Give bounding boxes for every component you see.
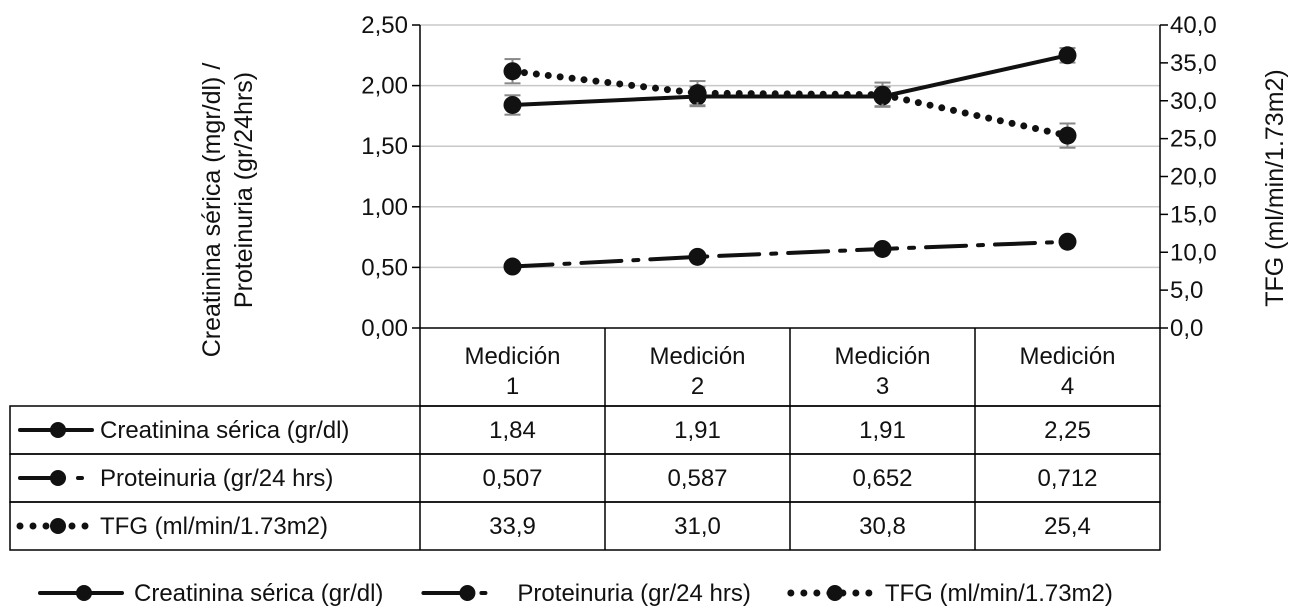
table-cell-value: 0,712	[1037, 465, 1097, 492]
y-axis-left-title-line1: Creatinina sérica (mgr/dl) /	[198, 63, 226, 358]
table-series-name: TFG (ml/min/1.73m2)	[100, 513, 328, 540]
category-label: 4	[1061, 373, 1074, 400]
table-cell-value: 30,8	[859, 513, 906, 540]
data-point	[688, 84, 707, 103]
table-cell-value: 0,652	[852, 465, 912, 492]
legend-marker	[76, 585, 92, 601]
y-tick-label-left: 2,00	[361, 73, 408, 100]
y-tick-label-right: 40,0	[1170, 12, 1217, 39]
table-cell-value: 31,0	[674, 513, 721, 540]
data-point	[1058, 46, 1077, 65]
series-line-2	[510, 239, 1070, 269]
axis-layer: 0,00 0,50 1,00 1,50 2,00 2,50 0,0 5,0 10,0 15,0 20…	[361, 12, 1216, 342]
data-point	[503, 257, 522, 276]
data-point	[873, 85, 892, 104]
y-tick-label-left: 0,50	[361, 254, 408, 281]
y-tick-label-right: 35,0	[1170, 50, 1217, 77]
category-label: 2	[691, 373, 704, 400]
table-cell-value: 33,9	[489, 513, 536, 540]
legend-marker	[459, 585, 476, 601]
table-cell-value: 1,91	[859, 417, 906, 444]
data-point	[1058, 232, 1077, 251]
y-tick-label-right: 25,0	[1170, 126, 1217, 153]
table-cell-value: 1,91	[674, 417, 721, 444]
table-cell-value: 1,84	[489, 417, 536, 444]
series-line-3	[509, 67, 1071, 140]
table-row	[9, 501, 1161, 551]
series-layer	[503, 46, 1077, 276]
table-series-marker	[50, 422, 66, 438]
table-cell-value: 0,587	[667, 465, 727, 492]
data-point	[873, 239, 892, 258]
legend-label: Proteinuria (gr/24 hrs)	[517, 580, 750, 607]
data-table: Medición 1 Medición 2 Medición 3 Medición 4 Crea…	[9, 327, 1161, 551]
category-label: Medición	[649, 343, 745, 370]
y-tick-label-right: 20,0	[1170, 164, 1217, 191]
data-point	[688, 247, 707, 266]
y-tick-label-right: 30,0	[1170, 88, 1217, 115]
y-tick-label-right: 5,0	[1170, 277, 1203, 304]
y-axis-left-title-line2: Proteinuria (gr/24hrs)	[230, 72, 258, 308]
legend-marker	[826, 585, 843, 601]
series-line-1	[510, 53, 1070, 107]
table-cell-value: 2,25	[1044, 417, 1091, 444]
category-label: 1	[506, 373, 519, 400]
table-series-name: Proteinuria (gr/24 hrs)	[100, 465, 333, 492]
category-label: Medición	[1019, 343, 1115, 370]
category-label: 3	[876, 373, 889, 400]
y-tick-label-left: 2,50	[361, 12, 408, 39]
data-point	[503, 62, 522, 81]
data-point	[503, 95, 522, 114]
y-tick-label-left: 1,50	[361, 133, 408, 160]
category-label: Medición	[464, 343, 560, 370]
table-series-marker	[50, 470, 66, 486]
legend-label: Creatinina sérica (gr/dl)	[134, 580, 383, 607]
category-label: Medición	[834, 343, 930, 370]
legend-label: TFG (ml/min/1.73m2)	[885, 580, 1113, 607]
table-cell-value: 0,507	[482, 465, 542, 492]
data-point	[1058, 126, 1077, 145]
legend: Creatinina sérica (gr/dl) Proteinuria (gr…	[38, 580, 1113, 607]
y-axis-right-title: TFG (ml/min/1.73m2)	[1261, 69, 1289, 307]
y-tick-label-right: 10,0	[1170, 239, 1217, 266]
table-series-marker	[50, 518, 66, 534]
y-tick-label-left: 0,00	[361, 315, 408, 342]
table-series-name: Creatinina sérica (gr/dl)	[100, 417, 349, 444]
y-tick-label-right: 0,0	[1170, 315, 1203, 342]
y-tick-label-right: 15,0	[1170, 201, 1217, 228]
table-cell-value: 25,4	[1044, 513, 1091, 540]
grid-layer	[420, 24, 1160, 269]
y-tick-label-left: 1,00	[361, 194, 408, 221]
